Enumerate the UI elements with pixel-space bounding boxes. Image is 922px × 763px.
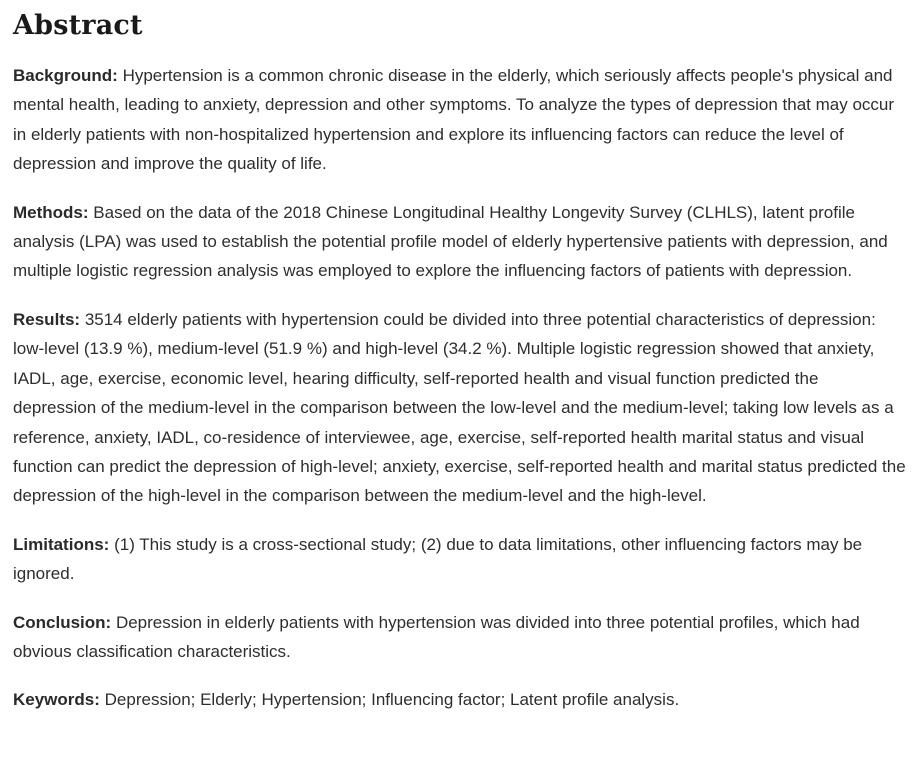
background-paragraph: Background: Hypertension is a common chr… — [13, 61, 906, 179]
keywords-text: Depression; Elderly; Hypertension; Influ… — [104, 690, 680, 710]
conclusion-text: Depression in elderly patients with hype… — [13, 612, 860, 661]
abstract-heading: Abstract — [13, 10, 143, 41]
keywords-paragraph: Keywords: Depression; Elderly; Hypertens… — [13, 685, 906, 714]
methods-text: Based on the data of the 2018 Chinese Lo… — [13, 202, 888, 281]
abstract-section: Abstract Background: Hypertension is a c… — [13, 10, 906, 714]
limitations-text: (1) This study is a cross-sectional stud… — [13, 534, 863, 584]
background-text: Hypertension is a common chronic disease… — [13, 66, 895, 174]
methods-paragraph: Methods: Based on the data of the 2018 C… — [13, 198, 906, 286]
methods-label: Methods: — [13, 202, 89, 222]
keywords-label: Keywords: — [13, 690, 100, 710]
limitations-label: Limitations: — [13, 534, 110, 554]
background-label: Background: — [13, 66, 118, 86]
conclusion-paragraph: Conclusion: Depression in elderly patien… — [13, 608, 906, 667]
results-text: 3514 elderly patients with hypertension … — [13, 309, 906, 506]
conclusion-label: Conclusion: — [13, 612, 112, 632]
results-paragraph: Results: 3514 elderly patients with hype… — [13, 305, 906, 511]
results-label: Results: — [13, 309, 81, 329]
limitations-paragraph: Limitations: (1) This study is a cross-s… — [13, 530, 906, 589]
